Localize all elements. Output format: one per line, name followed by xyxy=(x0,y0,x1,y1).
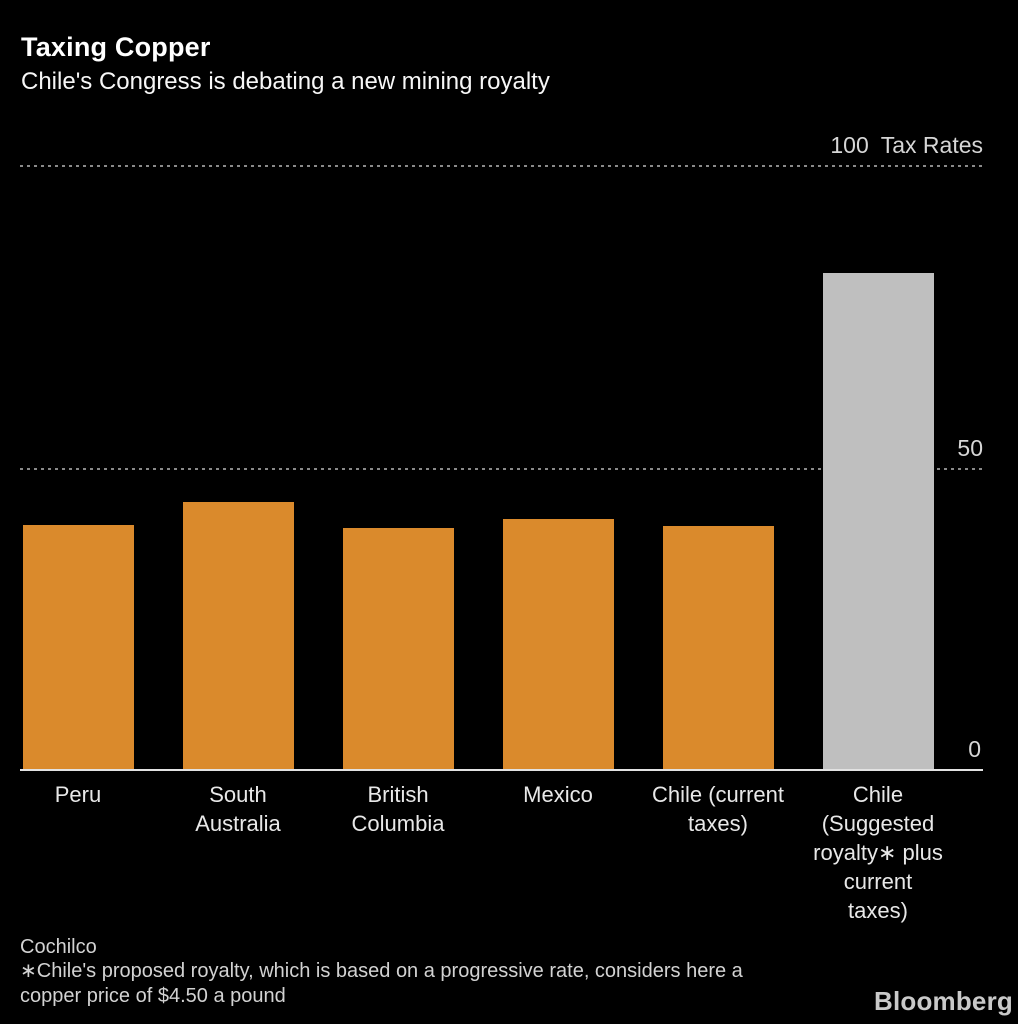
gridline-50 xyxy=(20,468,983,470)
bloomberg-logo: Bloomberg xyxy=(873,986,1013,1016)
bar-column-british-columbia xyxy=(318,167,478,769)
chart-title: Taxing Copper xyxy=(21,32,211,62)
bar-column-south-australia xyxy=(158,167,318,769)
category-label-chile-suggested-royalty-plus-current-taxes: Chile (Suggested royalty∗ plus current t… xyxy=(813,782,943,923)
ytick-100: 100 xyxy=(830,132,869,158)
bar-column-chile-suggested-royalty-plus-current-taxes xyxy=(798,167,958,769)
bar-british-columbia xyxy=(342,528,454,769)
chart-subtitle: Chile's Congress is debating a new minin… xyxy=(21,68,550,95)
bar-chile-suggested-royalty-plus-current-taxes xyxy=(822,273,934,769)
category-label-south-australia: South Australia xyxy=(195,782,281,836)
source-label: Cochilco xyxy=(20,936,97,958)
ytick-0: 0 xyxy=(968,736,981,762)
bar-column-peru xyxy=(0,167,158,769)
category-label-mexico: Mexico xyxy=(523,782,593,807)
xaxis-labels: Peru South Australia British Columbia Mexic… xyxy=(0,780,958,925)
bar-mexico xyxy=(502,519,614,769)
plot-area xyxy=(0,167,958,769)
footnote-line-1: ∗Chile's proposed royalty, which is base… xyxy=(20,960,743,982)
bar-peru xyxy=(22,525,134,769)
ytick-50: 50 xyxy=(957,435,983,461)
category-label-british-columbia: British Columbia xyxy=(351,782,445,836)
gridline-100 xyxy=(20,165,983,167)
bar-chile-current-taxes xyxy=(662,526,774,769)
bar-south-australia xyxy=(182,502,294,769)
yaxis-title: Tax Rates xyxy=(880,132,983,158)
footnote: ∗Chile's proposed royalty, which is base… xyxy=(20,959,743,1009)
category-label-chile-current-taxes: Chile (current taxes) xyxy=(651,782,785,836)
category-label-peru: Peru xyxy=(54,782,102,807)
xaxis-baseline xyxy=(20,769,983,771)
footnote-line-2: copper price of $4.50 a pound xyxy=(20,985,286,1007)
bar-column-mexico xyxy=(478,167,638,769)
yaxis-top-label: 100 Tax Rates xyxy=(830,132,983,159)
bar-column-chile-current-taxes xyxy=(638,167,798,769)
